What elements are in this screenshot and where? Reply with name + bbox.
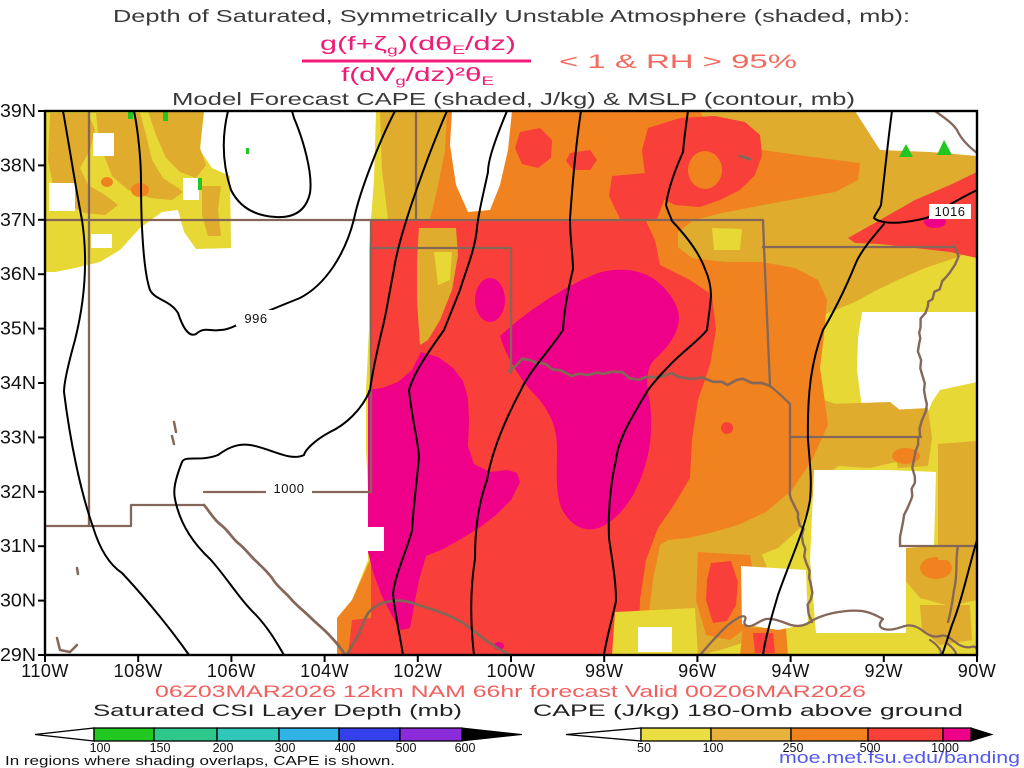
- svg-text:30N: 30N: [0, 591, 36, 611]
- svg-text:200: 200: [213, 741, 234, 755]
- svg-text:39N: 39N: [0, 101, 36, 121]
- svg-text:92W: 92W: [865, 661, 904, 681]
- svg-text:32N: 32N: [0, 482, 36, 502]
- svg-text:50: 50: [637, 741, 651, 755]
- svg-text:150: 150: [150, 741, 171, 755]
- svg-text:38N: 38N: [0, 155, 36, 175]
- svg-text:600: 600: [455, 741, 476, 755]
- svg-text:31N: 31N: [0, 536, 36, 556]
- svg-text:Model Forecast CAPE (shaded, J: Model Forecast CAPE (shaded, J/kg) & MSL…: [172, 89, 855, 109]
- svg-text:400: 400: [335, 741, 356, 755]
- svg-text:1000: 1000: [274, 481, 305, 496]
- svg-text:250: 250: [783, 741, 804, 755]
- svg-text:1016: 1016: [935, 204, 966, 219]
- svg-text:37N: 37N: [0, 210, 36, 230]
- svg-text:06Z03MAR2026 12km NAM 66hr for: 06Z03MAR2026 12km NAM 66hr forecast Vali…: [155, 683, 866, 701]
- svg-text:100: 100: [703, 741, 724, 755]
- svg-text:106W: 106W: [207, 661, 256, 681]
- svg-text:f(dVg/dz)²θE: f(dV g/dz)²θ E: [341, 65, 494, 88]
- svg-text:34N: 34N: [0, 373, 36, 393]
- svg-text:94W: 94W: [771, 661, 810, 681]
- svg-text:moe.met.fsu.edu/banding: moe.met.fsu.edu/banding: [779, 748, 1020, 767]
- svg-text:36N: 36N: [0, 264, 36, 284]
- svg-text:102W: 102W: [393, 661, 442, 681]
- svg-text:500: 500: [396, 741, 417, 755]
- svg-text:500: 500: [860, 741, 881, 755]
- svg-text:35N: 35N: [0, 319, 36, 339]
- svg-text:29N: 29N: [0, 645, 36, 665]
- svg-text:g(f+ζg)(dθE/dz): g(f+ζ g)(dθ E/dz): [320, 34, 516, 57]
- svg-text:300: 300: [275, 741, 296, 755]
- svg-text:< 1 & RH > 95%: < 1 & RH > 95%: [559, 51, 797, 73]
- svg-text:1000: 1000: [931, 741, 959, 755]
- svg-text:Saturated CSI Layer Depth (mb): Saturated CSI Layer Depth (mb): [93, 702, 462, 720]
- svg-text:110W: 110W: [21, 661, 69, 681]
- svg-text:996: 996: [244, 311, 267, 326]
- svg-text:96W: 96W: [678, 661, 717, 681]
- svg-text:104W: 104W: [300, 661, 349, 681]
- svg-text:90W: 90W: [958, 661, 997, 681]
- svg-text:CAPE (J/kg) 180-0mb above grou: CAPE (J/kg) 180-0mb above ground: [533, 702, 963, 720]
- svg-text:100: 100: [90, 741, 111, 755]
- svg-text:Depth of Saturated, Symmetrica: Depth of Saturated, Symmetrically Unstab…: [113, 6, 910, 26]
- svg-text:98W: 98W: [585, 661, 624, 681]
- svg-text:In regions where shading overl: In regions where shading overlaps, CAPE …: [5, 753, 395, 768]
- svg-text:33N: 33N: [0, 427, 36, 447]
- svg-text:108W: 108W: [114, 661, 163, 681]
- svg-text:100W: 100W: [486, 661, 535, 681]
